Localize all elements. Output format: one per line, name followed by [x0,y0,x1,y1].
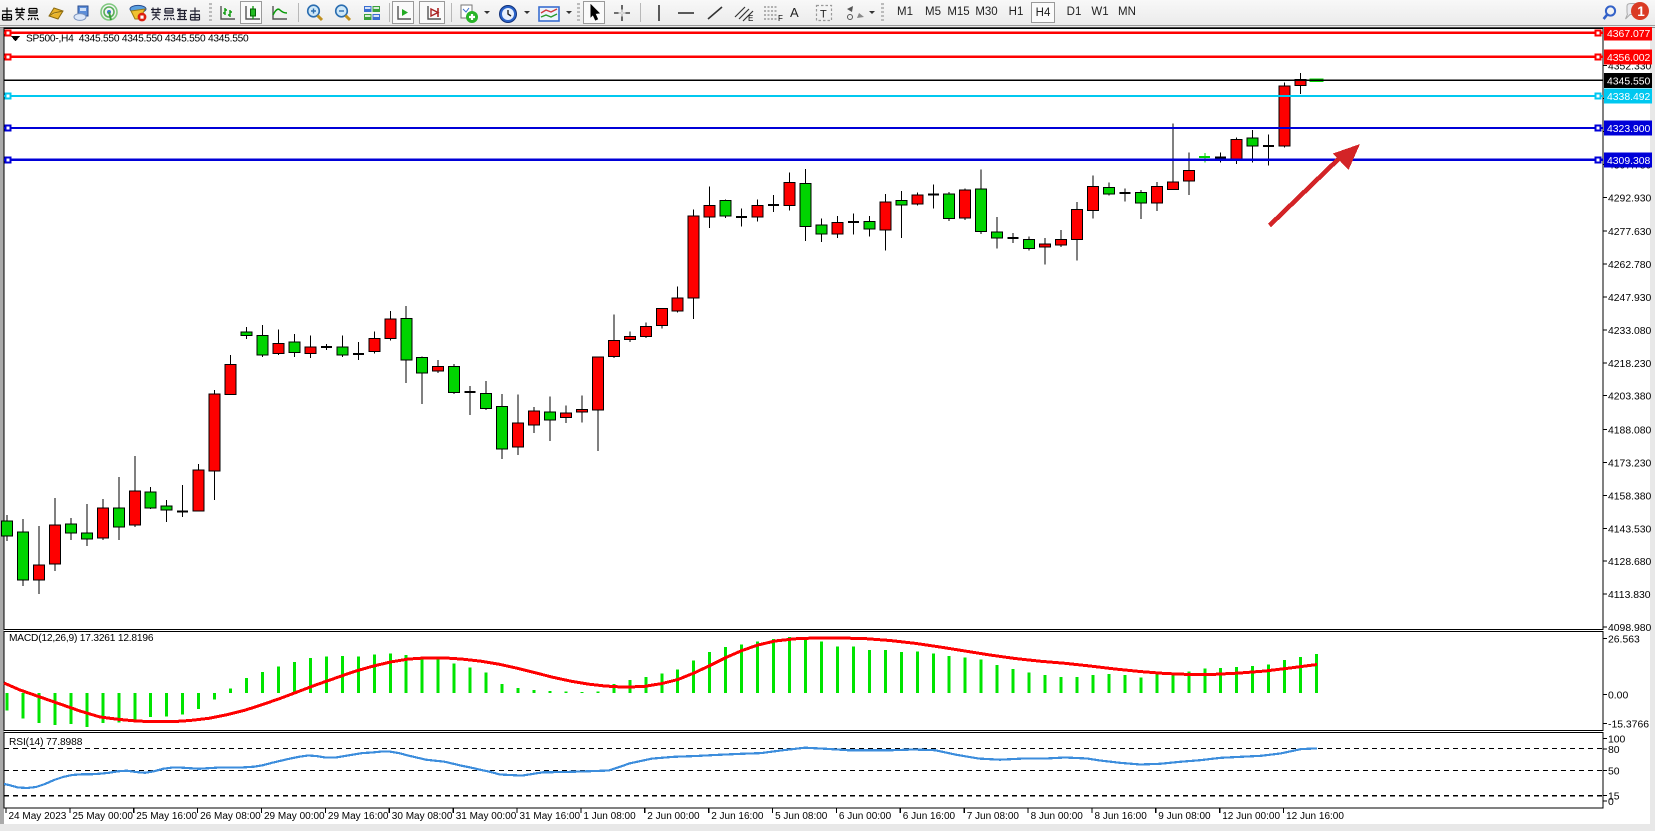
svg-text:T: T [820,9,827,21]
svg-text:26 May 08:00: 26 May 08:00 [200,811,261,822]
svg-text:1 Jun 08:00: 1 Jun 08:00 [583,811,636,822]
svg-text:8 Jun 00:00: 8 Jun 00:00 [1031,811,1084,822]
svg-text:31 May 00:00: 31 May 00:00 [456,811,517,822]
svg-text:15: 15 [1608,792,1620,803]
svg-text:4143.530: 4143.530 [1608,524,1652,535]
svg-text:25 May 00:00: 25 May 00:00 [72,811,133,822]
svg-text:1: 1 [1637,4,1645,19]
svg-text:30 May 08:00: 30 May 08:00 [392,811,453,822]
svg-text:4113.830: 4113.830 [1608,590,1651,601]
svg-text:2 Jun 00:00: 2 Jun 00:00 [647,811,700,822]
svg-text:2 Jun 16:00: 2 Jun 16:00 [711,811,764,822]
svg-text:0.00: 0.00 [1608,690,1628,701]
svg-text:4247.930: 4247.930 [1608,293,1652,304]
svg-text:12 Jun 16:00: 12 Jun 16:00 [1286,811,1344,822]
svg-text:4338.492: 4338.492 [1607,92,1651,103]
svg-text:4323.900: 4323.900 [1607,124,1651,135]
svg-text:7 Jun 08:00: 7 Jun 08:00 [967,811,1020,822]
svg-text:4203.380: 4203.380 [1608,392,1652,403]
svg-text:12 Jun 00:00: 12 Jun 00:00 [1222,811,1280,822]
svg-text:-15.3766: -15.3766 [1608,720,1649,731]
svg-text:4345.550: 4345.550 [1607,77,1651,88]
svg-text:29 May 00:00: 29 May 00:00 [264,811,325,822]
svg-text:4218.230: 4218.230 [1608,359,1652,370]
svg-text:SP500-,H4 4345.550 4345.550 4: SP500-,H4 4345.550 4345.550 4345.550 434… [26,34,249,45]
svg-text:4356.002: 4356.002 [1607,53,1651,64]
svg-text:25 May 16:00: 25 May 16:00 [136,811,197,822]
svg-text:100: 100 [1608,735,1626,746]
svg-text:6 Jun 16:00: 6 Jun 16:00 [903,811,956,822]
svg-text:MACD(12,26,9) 17.3261 12.8196: MACD(12,26,9) 17.3261 12.8196 [9,633,154,644]
svg-text:6 Jun 00:00: 6 Jun 00:00 [839,811,892,822]
svg-text:4233.080: 4233.080 [1608,326,1652,337]
svg-text:26.563: 26.563 [1608,635,1640,646]
svg-text:4188.080: 4188.080 [1608,426,1652,437]
svg-text:0: 0 [1608,797,1614,808]
svg-text:4128.680: 4128.680 [1608,557,1652,568]
svg-text:4309.308: 4309.308 [1607,156,1651,167]
svg-text:4352.330: 4352.330 [1608,62,1652,73]
svg-text:8 Jun 16:00: 8 Jun 16:00 [1095,811,1148,822]
svg-text:24 May 2023: 24 May 2023 [9,811,67,822]
svg-text:E: E [748,14,753,23]
svg-text:F: F [778,14,783,23]
svg-text:4367.077: 4367.077 [1607,29,1651,40]
svg-text:31 May 16:00: 31 May 16:00 [520,811,581,822]
svg-text:4098.980: 4098.980 [1608,623,1652,634]
svg-text:9 Jun 08:00: 9 Jun 08:00 [1158,811,1211,822]
svg-text:4262.780: 4262.780 [1608,260,1652,271]
svg-text:4277.630: 4277.630 [1608,227,1652,238]
svg-text:4158.380: 4158.380 [1608,491,1652,502]
svg-text:4173.230: 4173.230 [1608,459,1652,470]
svg-text:50: 50 [1608,767,1620,778]
svg-text:80: 80 [1608,745,1620,756]
svg-text:RSI(14) 77.8988: RSI(14) 77.8988 [9,737,83,748]
svg-text:29 May 16:00: 29 May 16:00 [328,811,389,822]
svg-text:5 Jun 08:00: 5 Jun 08:00 [775,811,828,822]
svg-text:4292.930: 4292.930 [1608,193,1652,204]
